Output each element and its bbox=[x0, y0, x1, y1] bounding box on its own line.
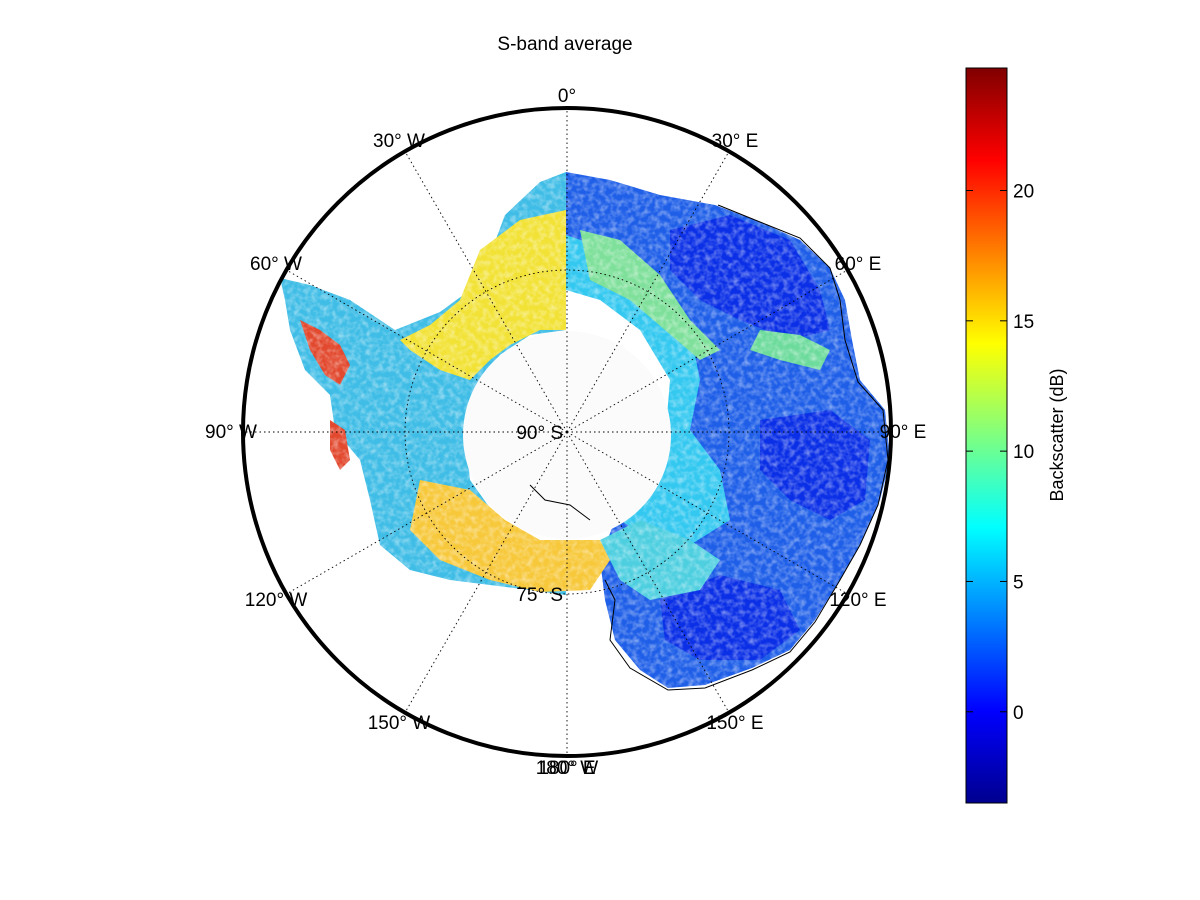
meridian-line bbox=[404, 431, 568, 713]
longitude-label: 150° W bbox=[368, 713, 431, 734]
figure-title: S-band average bbox=[497, 34, 632, 55]
polar-map: 0° 30° E 60° E 90° E 120° E 150° E 180° E180° … bbox=[205, 86, 926, 779]
map-frame bbox=[241, 106, 893, 758]
longitude-label: 0° bbox=[558, 86, 576, 107]
colorbar-label: Backscatter (dB) bbox=[1047, 368, 1067, 501]
longitude-label: 90° W bbox=[205, 422, 257, 443]
meridian-line bbox=[286, 269, 568, 433]
longitude-label: 180° W bbox=[536, 758, 599, 779]
colorbar-tick-label: 20 bbox=[1013, 182, 1034, 203]
colorbar-tick-label: 15 bbox=[1013, 312, 1034, 333]
parallel-circle bbox=[404, 269, 730, 595]
longitude-label: 120° W bbox=[245, 590, 308, 611]
colorbar: 0 5 10 15 20 Backscatter (dB) bbox=[965, 67, 1067, 804]
longitude-label: 150° E bbox=[706, 713, 763, 734]
longitude-label: 30° W bbox=[373, 131, 425, 152]
longitude-label: 90° E bbox=[880, 422, 927, 443]
meridian-line bbox=[566, 431, 730, 713]
colorbar-gradient bbox=[965, 67, 1008, 804]
meridian-line bbox=[566, 151, 730, 433]
longitude-label: 180° E bbox=[538, 758, 595, 779]
colorbar-tick-label: 0 bbox=[1013, 703, 1024, 724]
graticule bbox=[243, 108, 891, 756]
longitude-label: 60° E bbox=[835, 254, 882, 275]
meridian-line bbox=[566, 431, 848, 595]
peninsula-red-coast bbox=[300, 320, 350, 470]
longitude-label: 60° W bbox=[250, 254, 302, 275]
interior-cyan bbox=[566, 235, 730, 545]
meridian-line bbox=[404, 151, 568, 433]
coastal-bright bbox=[750, 330, 830, 370]
latitude-label: 90° S bbox=[516, 423, 563, 444]
ice-shelf-yellow bbox=[410, 480, 610, 592]
map-labels: 0° 30° E 60° E 90° E 120° E 150° E 180° E180° … bbox=[205, 86, 926, 779]
east-antarctica-deep bbox=[660, 215, 870, 660]
longitude-label: 30° E bbox=[712, 131, 759, 152]
ross-cyan bbox=[600, 520, 720, 600]
colorbar-tick-label: 10 bbox=[1013, 442, 1034, 463]
interior-green bbox=[580, 230, 720, 360]
longitude-label: 120° E bbox=[829, 590, 886, 611]
west-yellow bbox=[400, 210, 566, 380]
pole-data-gap bbox=[463, 331, 671, 539]
colorbar-ticks: 0 5 10 15 20 bbox=[966, 182, 1034, 724]
latitude-label: 75° S bbox=[516, 585, 563, 606]
backscatter-scatter bbox=[280, 172, 890, 688]
colorbar-tick-label: 5 bbox=[1013, 572, 1024, 593]
